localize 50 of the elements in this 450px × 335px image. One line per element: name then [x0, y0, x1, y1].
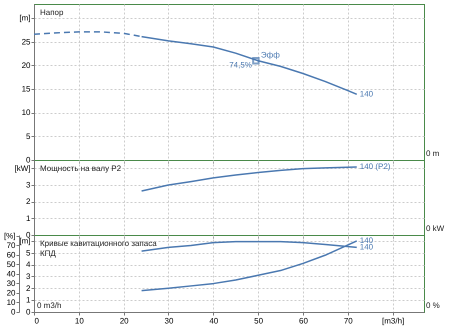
- y2-tick-label: 30: [6, 278, 16, 288]
- y-tick-label: 2: [26, 284, 32, 293]
- series-label: 140: [360, 89, 374, 98]
- series-label: 140: [360, 236, 374, 245]
- annotation: Эфф: [260, 50, 280, 60]
- x-tick-label: 70: [344, 316, 354, 326]
- y2-tick-label: 40: [6, 269, 16, 278]
- y-tick-label: 5: [26, 248, 32, 258]
- y2-tick-label: 70: [6, 240, 16, 250]
- x-tick-label: 50: [254, 316, 264, 326]
- series-label: 140 (P2): [360, 162, 391, 171]
- y-tick-label: 4: [26, 260, 32, 270]
- series-label: 140: [360, 242, 374, 252]
- y-tick-label: 3: [26, 180, 32, 190]
- y2-tick-label: [%]: [4, 231, 16, 240]
- y-tick-label: 2: [26, 197, 32, 206]
- y-tick-label: 0: [26, 308, 32, 316]
- y2-tick-label: 50: [6, 260, 16, 269]
- y-tick-label: [m]: [19, 14, 30, 23]
- y2-tick-label: 60: [6, 250, 16, 260]
- text: Напор: [40, 8, 64, 17]
- x-tick-label: 40: [209, 316, 219, 326]
- y-tick-label: 0: [26, 156, 32, 164]
- annotation: 0 m3/h: [37, 301, 62, 310]
- text: 0 m: [426, 149, 440, 158]
- line-series: [140, 166, 358, 192]
- text: Кривые кавитационного запаса: [40, 239, 158, 248]
- text: Мощность на валу P2: [40, 164, 122, 173]
- text: КПД: [40, 249, 56, 258]
- y-tick-label: 1: [26, 296, 32, 305]
- x-tick-label: 10: [74, 316, 84, 326]
- y-tick-label: 1: [26, 214, 32, 223]
- x-tick-label: [m3/h]: [382, 316, 404, 326]
- x-tick-label: 60: [299, 316, 308, 326]
- y-tick-label: 25: [22, 37, 32, 46]
- y-tick-label: 15: [22, 84, 32, 94]
- x-tick-label: 20: [120, 316, 130, 326]
- annotation: 74,5%: [229, 60, 252, 70]
- y-tick-label: [kW]: [14, 164, 30, 173]
- y-tick-label: 10: [22, 108, 32, 118]
- text: 0 kW: [426, 224, 445, 233]
- y-tick-label: 5: [26, 132, 32, 141]
- y2-tick-label: 20: [6, 288, 16, 298]
- x-tick-label: 0: [34, 316, 40, 326]
- y2-tick-label: 0: [11, 308, 16, 316]
- text: 0 %: [426, 301, 440, 310]
- x-tick-label: 30: [164, 316, 174, 326]
- y2-tick-label: 10: [6, 298, 16, 307]
- y-tick-label: 20: [22, 60, 32, 70]
- y-tick-label: 3: [26, 272, 32, 281]
